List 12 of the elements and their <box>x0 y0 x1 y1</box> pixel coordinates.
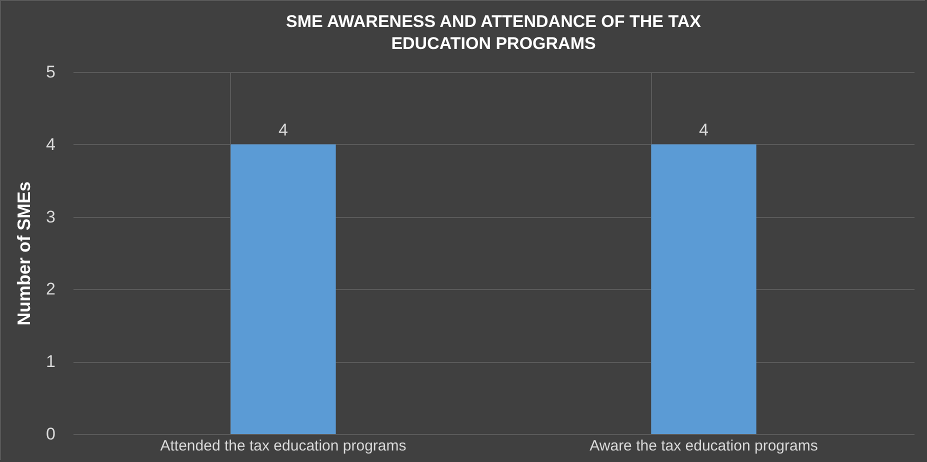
y-tick-label: 4 <box>46 134 56 154</box>
chart-title: SME AWARENESS AND ATTENDANCE OF THE TAX EDUCATION PROGRAMS <box>286 12 702 53</box>
y-tick-label: 2 <box>46 280 56 299</box>
x-tick-label: Attended the tax education programs <box>160 438 406 454</box>
x-tick-label: Aware the tax education programs <box>590 438 818 454</box>
data-label: 4 <box>699 120 708 140</box>
y-tick-label: 5 <box>46 62 56 82</box>
data-label: 4 <box>278 120 288 140</box>
y-axis-title: Number of SMEs <box>14 181 34 326</box>
y-tick-label: 3 <box>46 207 56 226</box>
y-tick-label: 1 <box>46 352 56 372</box>
y-tick-label: 0 <box>46 424 56 444</box>
